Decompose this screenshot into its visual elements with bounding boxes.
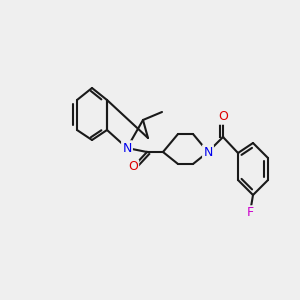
Text: O: O	[128, 160, 138, 173]
Text: N: N	[203, 146, 213, 158]
Text: N: N	[122, 142, 132, 154]
Text: F: F	[246, 206, 254, 220]
Text: O: O	[218, 110, 228, 124]
